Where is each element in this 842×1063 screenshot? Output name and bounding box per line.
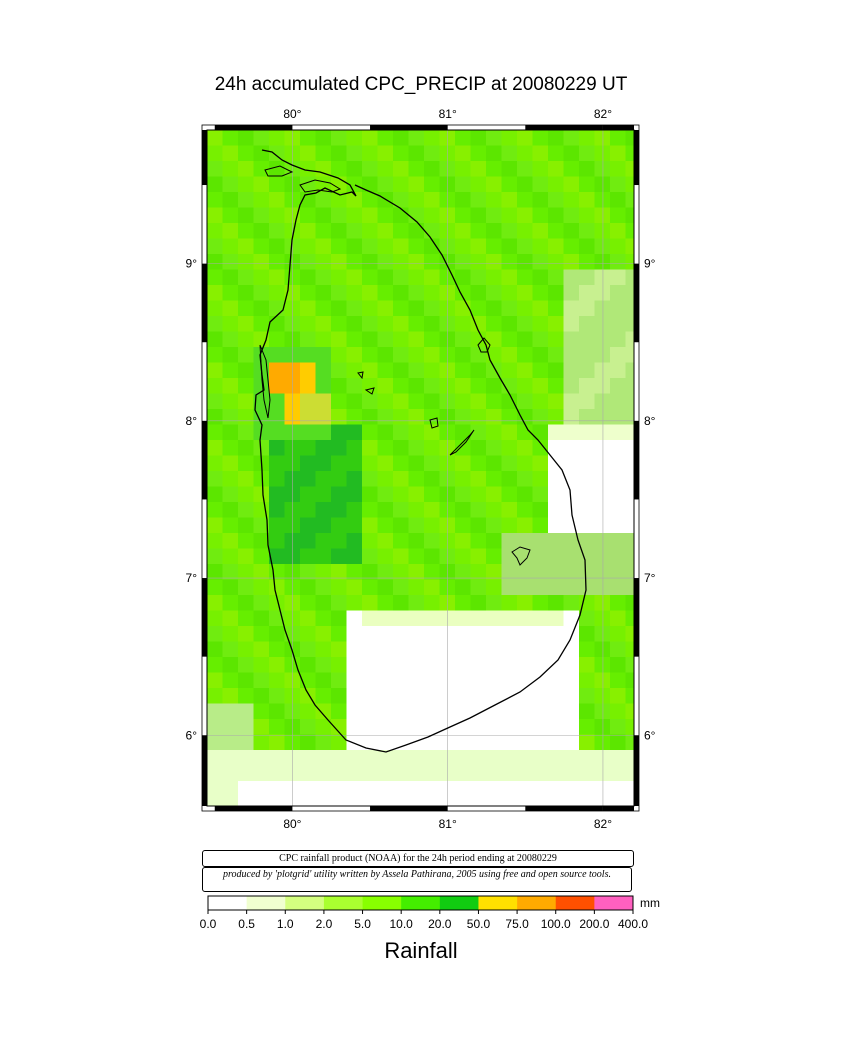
lon-label-bottom: 80° — [283, 817, 301, 831]
rainfall-grid — [207, 130, 634, 806]
lat-label-right: 9° — [644, 257, 656, 271]
legend-swatch — [478, 896, 518, 910]
reservoir-1 — [449, 429, 475, 456]
legend-tick-label: 75.0 — [505, 917, 529, 931]
lon-label-top: 81° — [439, 107, 457, 121]
legend-tick-label: 200.0 — [579, 917, 609, 931]
legend-tick-label: 1.0 — [277, 917, 294, 931]
legend-tick-label: 20.0 — [428, 917, 452, 931]
lat-label-right: 6° — [644, 728, 656, 742]
lat-label-right: 8° — [644, 414, 656, 428]
legend-swatch — [208, 896, 247, 910]
map-title: 24h accumulated CPC_PRECIP at 20080229 U… — [214, 74, 628, 95]
legend-color-bar — [207, 895, 634, 911]
legend-tick-labels: 0.0 0.5 1.0 2.0 5.0 10.0 20.0 50.0 75.0 100.0 200.… — [200, 910, 648, 931]
legend-tick-label: 0.5 — [238, 917, 255, 931]
trincomalee-bay — [477, 337, 491, 353]
lon-label-top: 80° — [283, 107, 301, 121]
legend-swatch — [555, 896, 595, 910]
lon-label-bottom: 82° — [594, 817, 612, 831]
lon-label-bottom: 81° — [439, 817, 457, 831]
legend-swatch — [517, 896, 557, 910]
legend-tick-label: 5.0 — [354, 917, 371, 931]
legend-tick-label: 0.0 — [200, 917, 217, 931]
axis-labels: 80° 80° 81° 81° 82° 82° 9° 9° 8° 8° 7° 7° 6° 6° — [186, 107, 656, 831]
legend-tick-label: 400.0 — [618, 917, 648, 931]
reservoir-2 — [357, 371, 439, 429]
legend-tick-label: 2.0 — [316, 917, 333, 931]
jaffna-lagoon — [264, 165, 342, 193]
legend-title: Rainfall — [384, 938, 458, 963]
map-frame-ticks — [201, 124, 640, 812]
lat-label-left: 6° — [186, 728, 198, 742]
legend-tick-label: 100.0 — [541, 917, 571, 931]
legend-swatch — [362, 896, 402, 910]
legend-tick-label: 10.0 — [390, 917, 414, 931]
puttalam-lagoon — [259, 344, 271, 419]
source-note: CPC rainfall product (NOAA) for the 24h … — [202, 850, 634, 867]
lat-label-left: 7° — [186, 571, 198, 585]
legend-swatch — [439, 896, 479, 910]
legend-unit: mm — [640, 896, 660, 910]
lat-label-right: 7° — [644, 571, 656, 585]
legend-swatch — [323, 896, 363, 910]
lon-label-top: 82° — [594, 107, 612, 121]
legend-swatch — [246, 896, 286, 910]
lat-label-left: 8° — [186, 414, 198, 428]
lat-label-left: 9° — [186, 257, 198, 271]
legend-swatch — [285, 896, 325, 910]
legend-tick-label: 50.0 — [467, 917, 491, 931]
legend-swatch — [401, 896, 441, 910]
legend-swatch — [594, 896, 634, 910]
sri-lanka-coastline — [254, 149, 587, 753]
credit-note: produced by 'plotgrid' utility written b… — [202, 867, 632, 892]
reservoir-3 — [511, 546, 531, 566]
